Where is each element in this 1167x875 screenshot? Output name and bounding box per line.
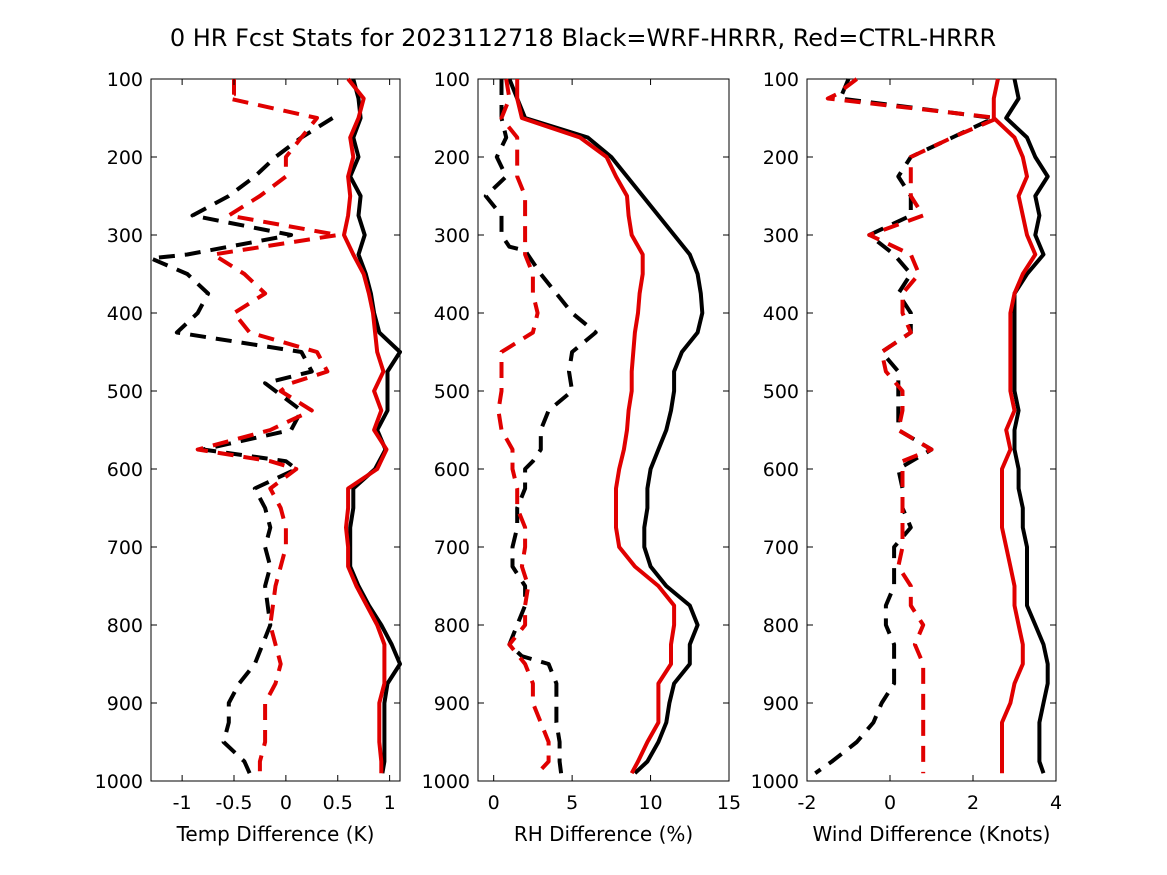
panel-rh-difference: 100 200 300 400 500 600 700 800 900 1000 0 5 10 15 R… bbox=[422, 69, 741, 846]
y-tick-label: 800 bbox=[434, 615, 470, 637]
series-line-black-dashed bbox=[149, 116, 334, 775]
series-line-black-solid bbox=[507, 78, 705, 775]
series-line-red-solid bbox=[515, 79, 677, 775]
x-tick-label: 2 bbox=[967, 792, 979, 814]
y-tick-label: 900 bbox=[763, 693, 799, 715]
y-tick-label: 400 bbox=[763, 303, 799, 325]
y-tick-label: 1000 bbox=[422, 771, 470, 793]
y-tick-label: 500 bbox=[107, 381, 143, 403]
y-tick-label: 500 bbox=[763, 381, 799, 403]
y-tick-label: 1000 bbox=[751, 771, 799, 793]
plot-area bbox=[483, 78, 705, 775]
series-line-red-solid bbox=[991, 78, 1038, 774]
series-line-red-dashed bbox=[195, 79, 340, 774]
series-line-red-solid bbox=[342, 77, 389, 774]
y-tick-label: 500 bbox=[434, 381, 470, 403]
series-line-black-dashed bbox=[483, 79, 598, 774]
y-tick-label: 900 bbox=[107, 693, 143, 715]
plot-frame bbox=[806, 78, 1057, 782]
y-tick-label: 400 bbox=[107, 303, 143, 325]
series-line-black-solid bbox=[1004, 78, 1050, 774]
y-tick-label: 400 bbox=[434, 303, 470, 325]
plot-frame bbox=[477, 78, 730, 782]
x-tick-label: -1 bbox=[173, 792, 192, 814]
x-axis: 0 5 10 15 bbox=[488, 79, 741, 814]
x-axis: -2 0 2 4 bbox=[798, 79, 1062, 814]
x-tick-label: -0.5 bbox=[215, 792, 252, 814]
y-tick-label: 300 bbox=[107, 225, 143, 247]
panel-temp-difference: 100 200 300 400 500 600 700 800 900 1000 -1 -0.5 0 0… bbox=[95, 69, 402, 846]
y-tick-label: 800 bbox=[107, 615, 143, 637]
series-line-black-dashed bbox=[814, 78, 996, 775]
y-tick-label: 700 bbox=[434, 537, 470, 559]
plot-frame bbox=[150, 78, 401, 782]
x-tick-label: 10 bbox=[638, 792, 662, 814]
x-tick-label: 0 bbox=[884, 792, 896, 814]
chart-title: 0 HR Fcst Stats for 2023112718 Black=WRF… bbox=[170, 24, 996, 52]
y-axis: 100 200 300 400 500 600 700 800 900 1000 bbox=[95, 69, 400, 793]
plot-area bbox=[814, 77, 1050, 775]
x-axis-label: RH Difference (%) bbox=[514, 822, 693, 846]
y-tick-label: 1000 bbox=[95, 771, 143, 793]
panel-wind-difference: 100 200 300 400 500 600 700 800 900 1000 -2 0 2 4 Wi… bbox=[751, 69, 1062, 846]
y-tick-label: 800 bbox=[763, 615, 799, 637]
y-tick-label: 300 bbox=[434, 225, 470, 247]
x-tick-label: 0.5 bbox=[323, 792, 353, 814]
y-tick-label: 600 bbox=[107, 459, 143, 481]
y-tick-label: 100 bbox=[763, 69, 799, 91]
x-tick-label: 5 bbox=[566, 792, 578, 814]
series-line-black-solid bbox=[348, 78, 402, 774]
x-tick-label: 0 bbox=[280, 792, 292, 814]
y-tick-label: 600 bbox=[763, 459, 799, 481]
y-tick-label: 200 bbox=[434, 147, 470, 169]
y-tick-label: 200 bbox=[107, 147, 143, 169]
y-tick-label: 700 bbox=[107, 537, 143, 559]
y-tick-label: 300 bbox=[763, 225, 799, 247]
x-axis-label: Wind Difference (Knots) bbox=[813, 822, 1051, 846]
y-tick-label: 200 bbox=[763, 147, 799, 169]
x-axis: -1 -0.5 0 0.5 1 bbox=[173, 79, 396, 814]
y-tick-label: 100 bbox=[107, 69, 143, 91]
x-tick-label: -2 bbox=[798, 792, 817, 814]
x-tick-label: 0 bbox=[488, 792, 500, 814]
y-axis: 100 200 300 400 500 600 700 800 900 1000 bbox=[751, 69, 1056, 793]
series-line-red-dashed bbox=[496, 78, 551, 775]
y-tick-label: 600 bbox=[434, 459, 470, 481]
x-axis-label: Temp Difference (K) bbox=[176, 822, 375, 846]
x-tick-label: 1 bbox=[384, 792, 396, 814]
y-tick-label: 100 bbox=[434, 69, 470, 91]
plot-area bbox=[149, 77, 402, 775]
y-tick-label: 900 bbox=[434, 693, 470, 715]
y-axis: 100 200 300 400 500 600 700 800 900 1000 bbox=[422, 69, 729, 793]
y-tick-label: 700 bbox=[763, 537, 799, 559]
series-line-red-dashed bbox=[825, 77, 1000, 774]
x-tick-label: 15 bbox=[717, 792, 741, 814]
x-tick-label: 4 bbox=[1050, 792, 1062, 814]
